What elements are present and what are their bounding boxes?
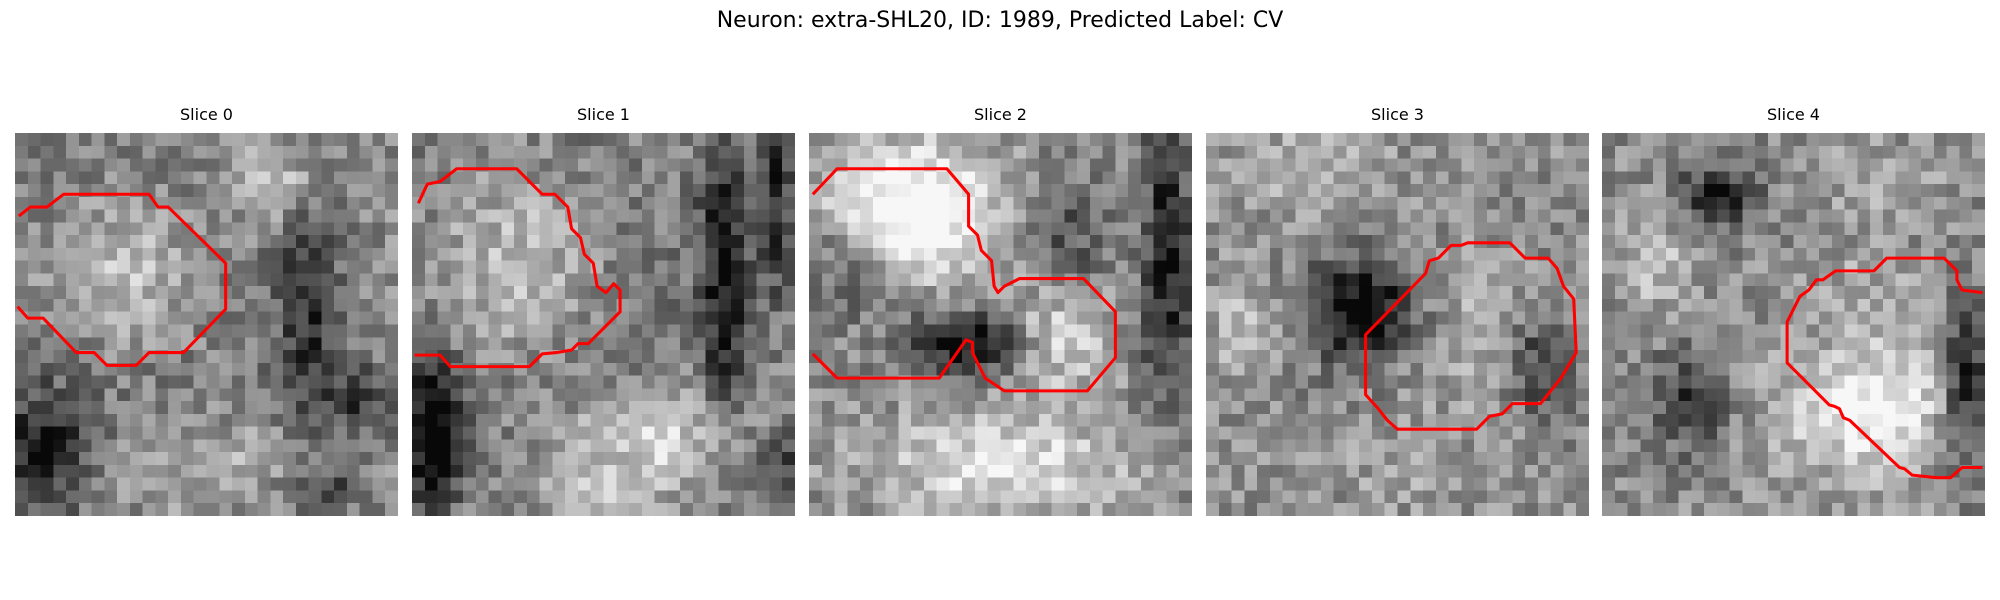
figure-title: Neuron: extra-SHL20, ID: 1989, Predicted…	[716, 8, 1284, 33]
segmentation-contour-2	[811, 167, 1117, 393]
slice-image-0	[15, 133, 398, 516]
segmentation-contour-3	[1364, 241, 1578, 431]
slice-image-1	[412, 133, 795, 516]
slice-title-2: Slice 2	[974, 105, 1027, 124]
slice-title-4: Slice 4	[1767, 105, 1820, 124]
segmentation-contour-4	[1785, 256, 1983, 480]
slice-image-4	[1602, 133, 1985, 516]
segmentation-contour-0	[16, 192, 228, 367]
slice-image-2	[809, 133, 1192, 516]
slice-title-1: Slice 1	[577, 105, 630, 124]
slice-title-3: Slice 3	[1371, 105, 1424, 124]
slice-image-3	[1206, 133, 1589, 516]
slice-title-0: Slice 0	[180, 105, 233, 124]
segmentation-contour-1	[414, 167, 622, 369]
